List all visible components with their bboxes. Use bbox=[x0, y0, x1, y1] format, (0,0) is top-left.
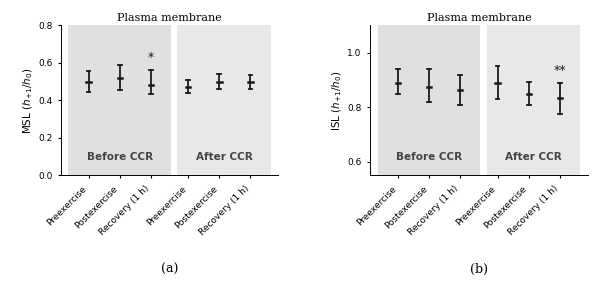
Text: (b): (b) bbox=[470, 262, 488, 275]
Text: Before CCR: Before CCR bbox=[396, 152, 462, 162]
Bar bbox=[378, 25, 481, 175]
Text: (a): (a) bbox=[161, 262, 178, 275]
Text: *: * bbox=[148, 52, 154, 65]
Text: After CCR: After CCR bbox=[196, 152, 252, 162]
Bar bbox=[487, 25, 580, 175]
Text: After CCR: After CCR bbox=[505, 152, 562, 162]
Y-axis label: MSL ($h_{+1}/h_0$): MSL ($h_{+1}/h_0$) bbox=[22, 67, 35, 134]
Text: **: ** bbox=[553, 64, 566, 77]
Title: Plasma membrane: Plasma membrane bbox=[427, 13, 531, 23]
Text: Before CCR: Before CCR bbox=[87, 152, 153, 162]
Bar bbox=[178, 25, 271, 175]
Y-axis label: ISL ($h_{+1}/h_0$): ISL ($h_{+1}/h_0$) bbox=[331, 70, 344, 131]
Title: Plasma membrane: Plasma membrane bbox=[117, 13, 222, 23]
Bar bbox=[68, 25, 171, 175]
